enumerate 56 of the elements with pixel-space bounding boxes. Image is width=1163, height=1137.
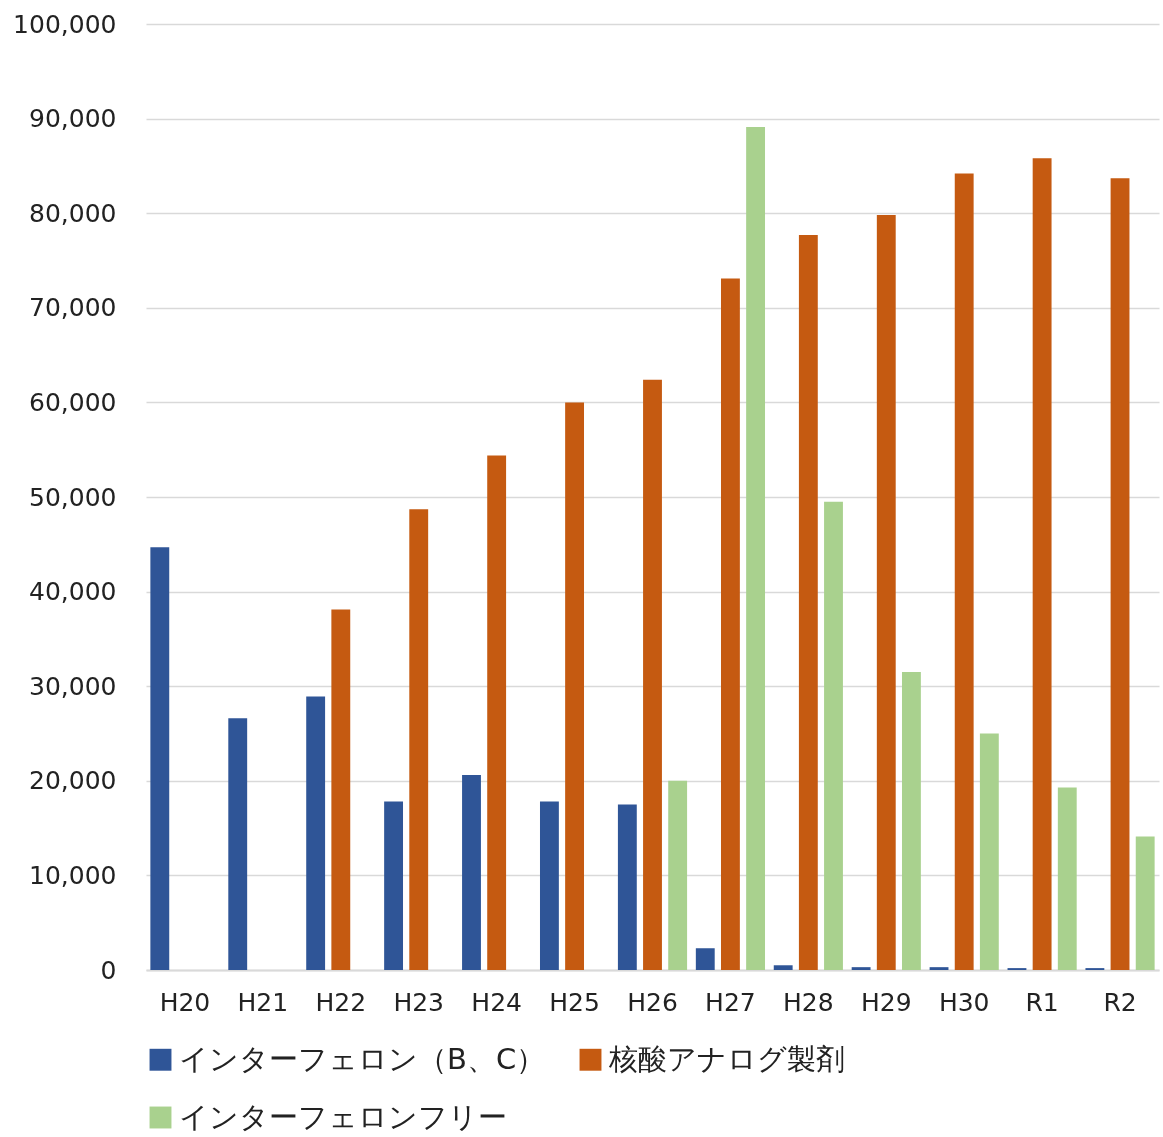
legend-label: インターフェロン（B、C） [179, 1041, 546, 1076]
x-tick-label: H21 [237, 987, 289, 1017]
x-tick-label: H28 [783, 987, 834, 1017]
bar [824, 501, 843, 970]
bar [306, 696, 326, 970]
bar [1110, 178, 1130, 970]
bar [746, 127, 766, 970]
bar [228, 718, 248, 970]
bar [954, 173, 974, 970]
x-tick-label: H20 [159, 987, 211, 1017]
y-tick-label: 20,000 [29, 766, 117, 796]
bar [643, 379, 662, 970]
bar [331, 609, 351, 970]
bar [929, 967, 949, 970]
x-tick-label: H22 [315, 987, 367, 1017]
x-tick-label: H23 [393, 987, 445, 1017]
bar [150, 547, 170, 970]
bar [720, 278, 740, 970]
x-tick-label: R1 [1025, 987, 1059, 1017]
x-tick-label: R2 [1103, 987, 1137, 1017]
y-tick-label: 40,000 [29, 577, 117, 607]
y-tick-label: 50,000 [29, 482, 117, 512]
legend-label: 核酸アナログ製剤 [608, 1041, 845, 1076]
bar [876, 215, 896, 970]
legend-label: インターフェロンフリー [179, 1099, 507, 1134]
x-tick-label: H29 [860, 987, 912, 1017]
y-tick-label: 90,000 [29, 104, 117, 134]
bar [384, 801, 404, 970]
bar [409, 509, 429, 970]
y-tick-label: 30,000 [29, 671, 117, 701]
y-tick-label: 80,000 [29, 198, 117, 228]
bar [798, 234, 818, 970]
y-tick-label: 100,000 [13, 9, 117, 39]
x-tick-label: H26 [627, 987, 678, 1017]
bar [668, 780, 688, 970]
bar [487, 455, 507, 970]
bar [1032, 158, 1052, 970]
x-tick-label: H27 [705, 987, 756, 1017]
bar [695, 948, 715, 970]
bar [901, 672, 921, 970]
bar [1057, 787, 1077, 970]
x-tick-label: H25 [549, 987, 600, 1017]
y-tick-label: 60,000 [29, 387, 117, 417]
bar [617, 804, 637, 970]
bar [1135, 836, 1155, 970]
bar [851, 967, 871, 970]
bar [979, 733, 999, 970]
x-tick-label: H30 [938, 987, 990, 1017]
y-tick-label: 70,000 [29, 293, 117, 323]
y-tick-label: 10,000 [29, 860, 117, 890]
x-tick-label: H24 [471, 987, 522, 1017]
bar [539, 801, 559, 970]
bar [773, 965, 793, 970]
bar [462, 775, 481, 970]
y-tick-label: 0 [100, 955, 117, 985]
bar [565, 402, 585, 970]
